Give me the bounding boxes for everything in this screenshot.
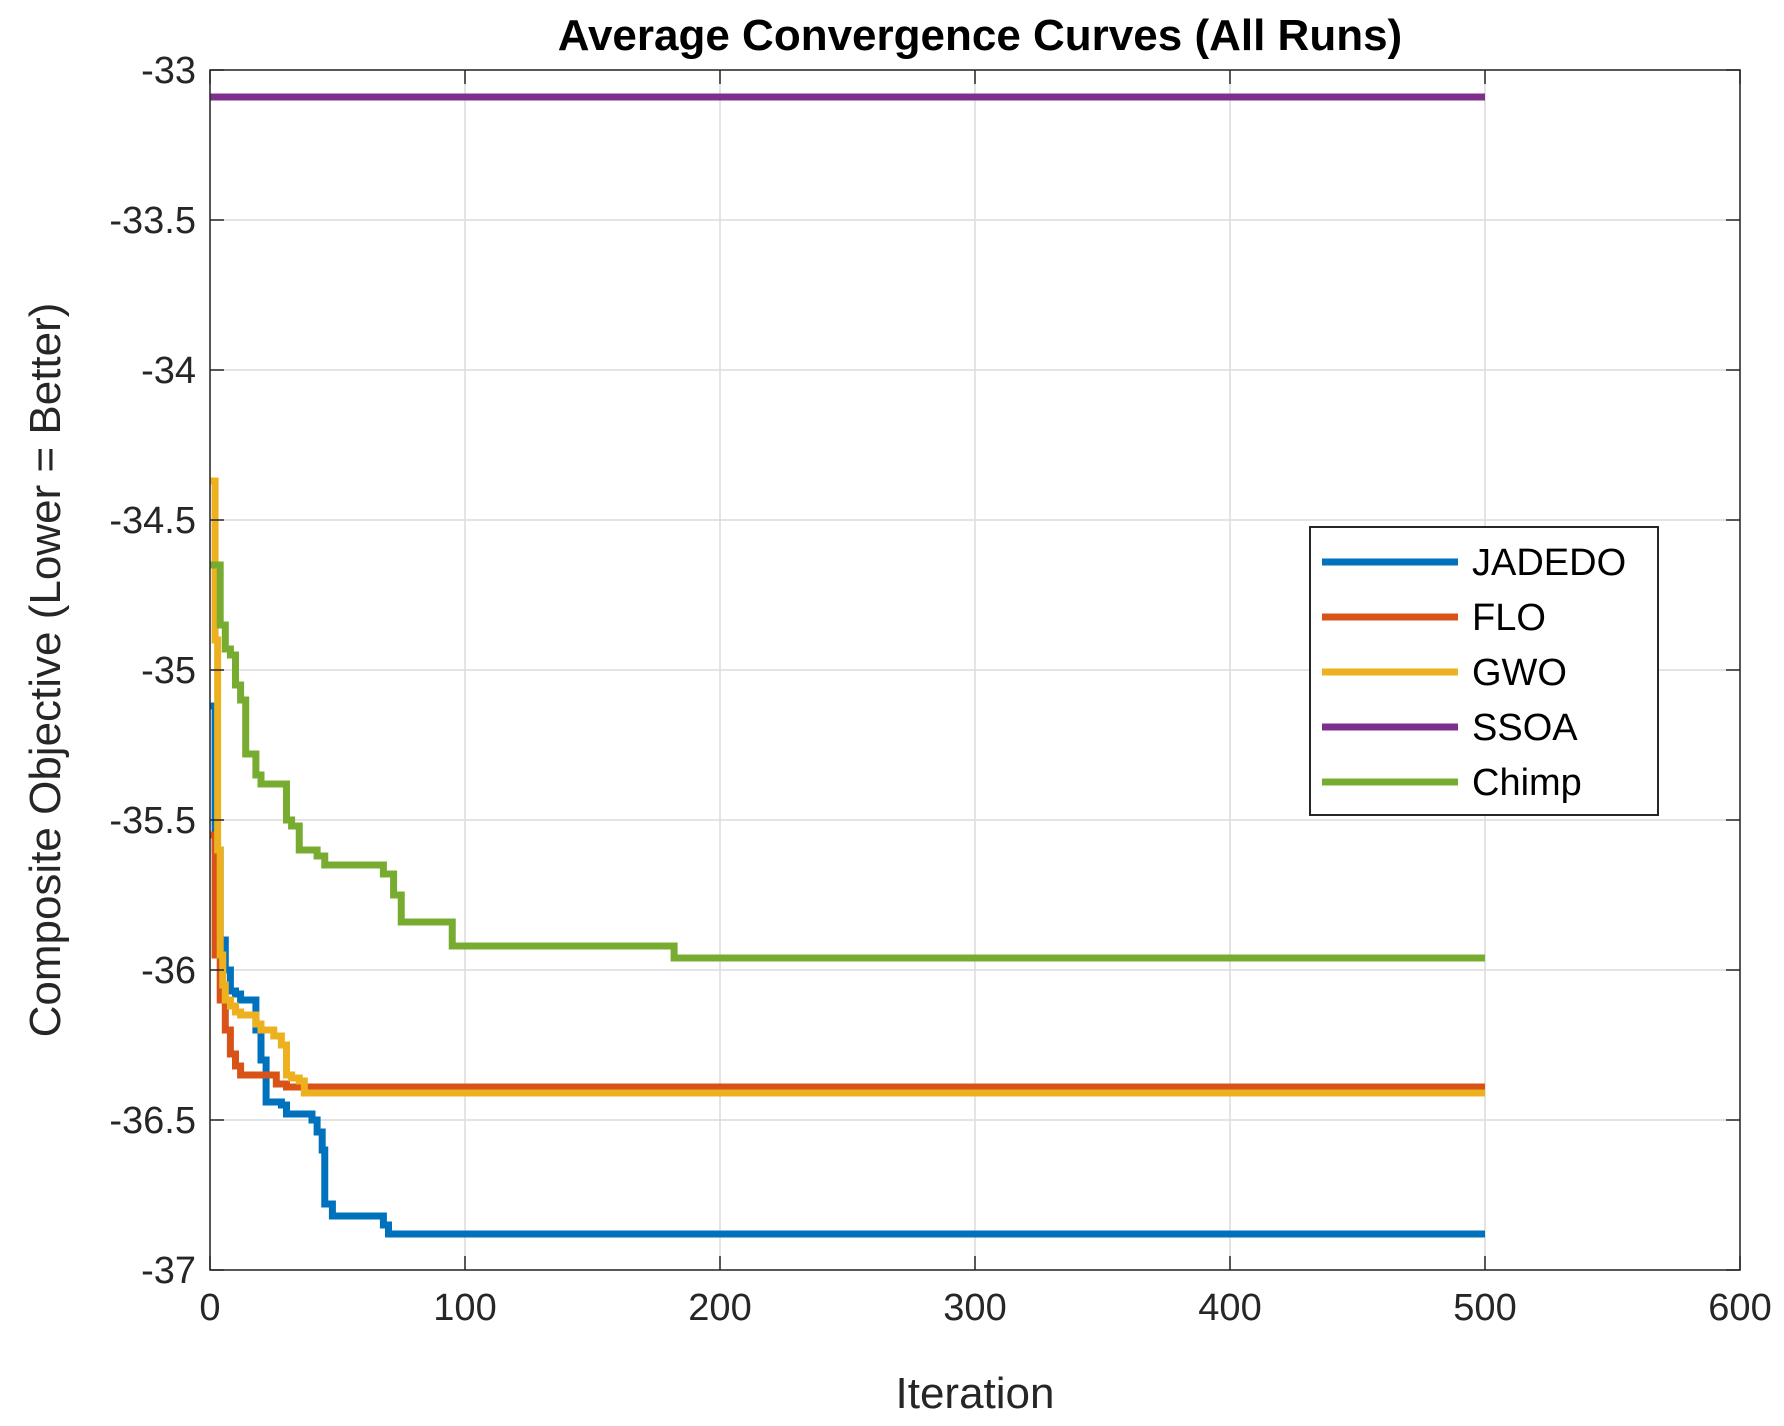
y-tick-label: -34.5 <box>109 500 196 542</box>
legend-label-gwo: GWO <box>1472 652 1567 694</box>
series-line-chimp <box>210 561 1485 962</box>
x-tick-label: 300 <box>943 1287 1006 1329</box>
y-axis-label: Composite Objective (Lower = Better) <box>21 303 70 1038</box>
y-tick-label: -33.5 <box>109 200 196 242</box>
x-tick-label: 0 <box>199 1287 220 1329</box>
x-tick-label: 500 <box>1453 1287 1516 1329</box>
legend-label-chimp: Chimp <box>1472 762 1582 804</box>
y-tick-label: -35.5 <box>109 800 196 842</box>
y-tick-label: -36.5 <box>109 1100 196 1142</box>
series-line-gwo <box>210 477 1485 1097</box>
series-line-jadedo <box>210 702 1485 1238</box>
chart-title: Average Convergence Curves (All Runs) <box>558 11 1402 60</box>
legend-label-jadedo: JADEDO <box>1472 542 1626 584</box>
y-tick-label: -36 <box>141 950 196 992</box>
legend-label-flo: FLO <box>1472 597 1546 639</box>
y-tick-label: -34 <box>141 350 196 392</box>
x-axis-label: Iteration <box>896 1369 1055 1418</box>
x-tick-label: 400 <box>1198 1287 1261 1329</box>
legend-label-ssoa: SSOA <box>1472 707 1578 749</box>
y-tick-label: -33 <box>141 50 196 92</box>
x-tick-label: 600 <box>1708 1287 1771 1329</box>
axis-ticks: 0 100 200 300 400 500 600 -33 -33.5 -34 -34.5 -35 -3… <box>109 50 1771 1329</box>
series-group <box>210 93 1485 1238</box>
y-tick-label: -37 <box>141 1250 196 1292</box>
y-tick-label: -35 <box>141 650 196 692</box>
legend: JADEDO FLO GWO SSOA Chimp <box>1309 526 1659 816</box>
x-tick-label: 200 <box>688 1287 751 1329</box>
x-tick-label: 100 <box>433 1287 496 1329</box>
